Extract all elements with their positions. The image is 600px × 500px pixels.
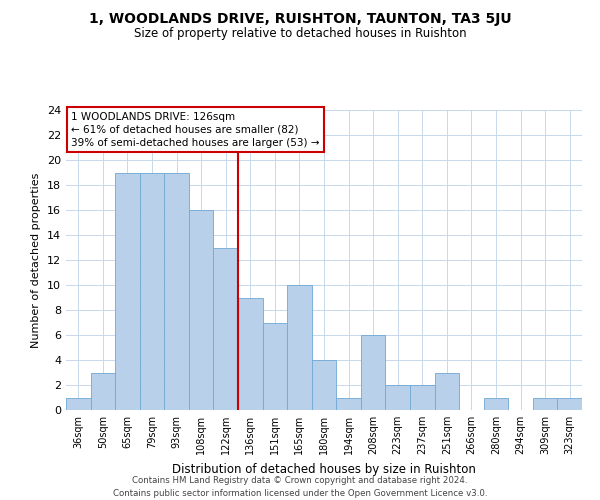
Bar (361, 335, 385, 410)
Text: 1, WOODLANDS DRIVE, RUISHTON, TAUNTON, TA3 5JU: 1, WOODLANDS DRIVE, RUISHTON, TAUNTON, T… (89, 12, 511, 26)
Bar (164, 172, 189, 410)
Bar (91, 372, 115, 410)
Bar (238, 298, 263, 410)
Bar (287, 285, 312, 410)
Bar (557, 398, 582, 410)
Text: Contains HM Land Registry data © Crown copyright and database right 2024.
Contai: Contains HM Land Registry data © Crown c… (113, 476, 487, 498)
Bar (66, 398, 91, 410)
Text: Size of property relative to detached houses in Ruishton: Size of property relative to detached ho… (134, 28, 466, 40)
Bar (189, 210, 214, 410)
Bar (336, 398, 361, 410)
Bar (140, 172, 164, 410)
X-axis label: Distribution of detached houses by size in Ruishton: Distribution of detached houses by size … (172, 462, 476, 475)
Bar (434, 372, 459, 410)
Bar (214, 248, 238, 410)
Bar (533, 398, 557, 410)
Bar (484, 398, 508, 410)
Bar (385, 385, 410, 410)
Bar (410, 385, 434, 410)
Y-axis label: Number of detached properties: Number of detached properties (31, 172, 41, 348)
Bar (263, 322, 287, 410)
Text: 1 WOODLANDS DRIVE: 126sqm
← 61% of detached houses are smaller (82)
39% of semi-: 1 WOODLANDS DRIVE: 126sqm ← 61% of detac… (71, 112, 320, 148)
Bar (312, 360, 336, 410)
Bar (115, 172, 140, 410)
